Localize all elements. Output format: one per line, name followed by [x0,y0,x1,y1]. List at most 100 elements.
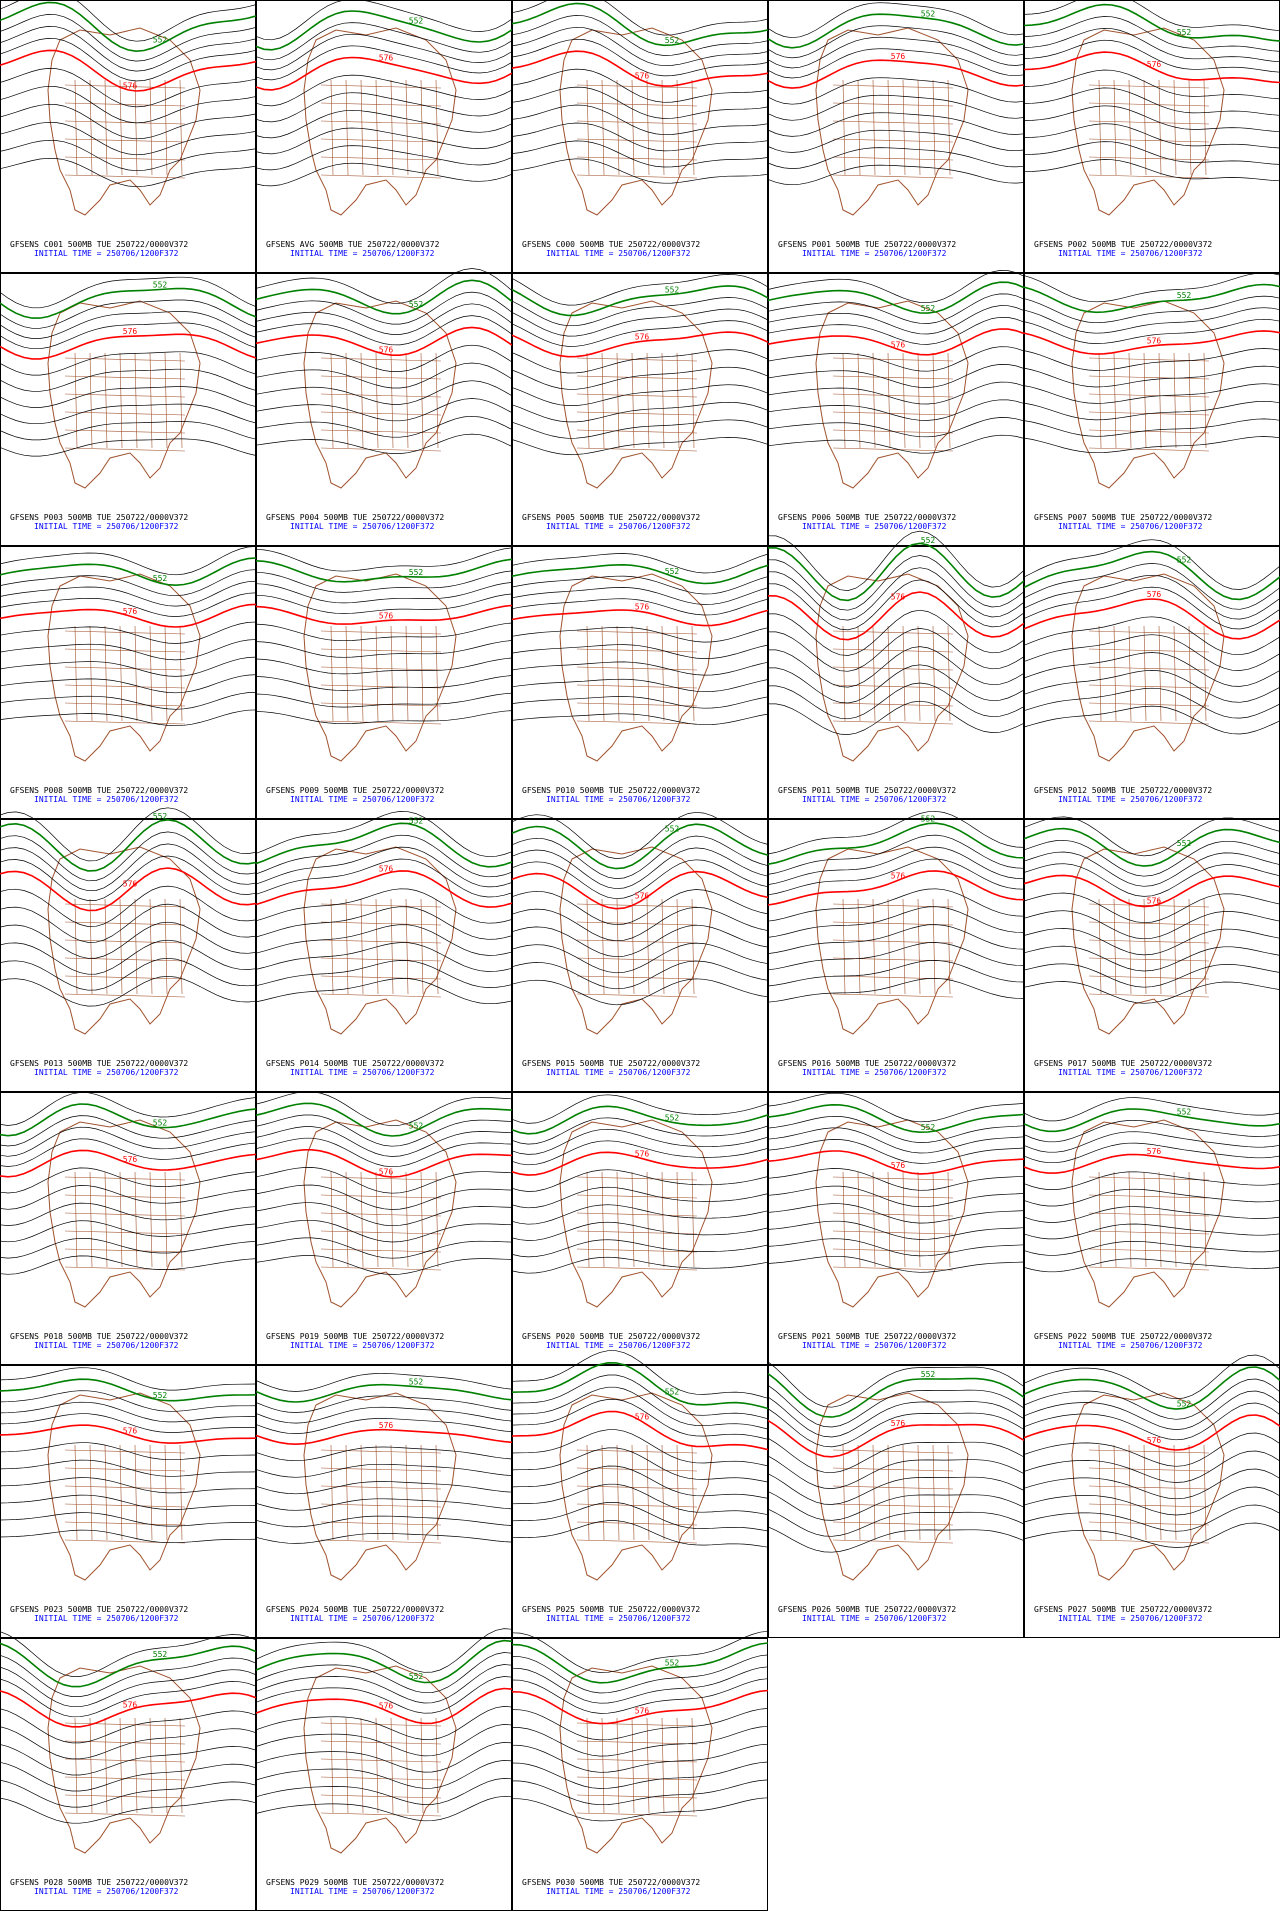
coastline [303,300,457,489]
state-line [576,156,698,161]
state-line [601,625,605,722]
state-line [149,1171,153,1268]
height-contour [255,1706,513,1740]
height-contour [0,0,257,42]
state-line [661,79,665,176]
coastline [815,1119,969,1308]
state-line [576,1248,698,1253]
height-contour [1023,365,1280,388]
height-contour [511,50,769,87]
state-line [576,1539,698,1544]
state-line [360,625,364,722]
map-panel: 576 552 GFSENS P011 500MB TUE 250722/0000V… [767,530,1025,819]
coastline [303,573,457,762]
map-panel: 576 552 GFSENS P007 500MB TUE 250722/0000V… [1023,272,1280,546]
height-contour [1023,1402,1280,1441]
initial-time: INITIAL TIME = 250706/1200F372 [1058,522,1203,531]
state-line [320,957,442,962]
state-line [646,1171,650,1268]
initial-time: INITIAL TIME = 250706/1200F372 [802,1614,947,1623]
height-contour [511,696,769,709]
state-line [420,898,424,995]
height-contour [255,1237,513,1259]
state-line [375,1717,379,1814]
height-contour [255,1418,513,1434]
height-contour [767,906,1025,938]
height-contour [767,270,1025,304]
height-contour [511,38,769,77]
height-contour [511,1204,769,1225]
contour-label: 576 [635,891,650,900]
panel-border [256,0,512,273]
state-line [320,1194,442,1199]
state-line [576,1266,698,1271]
state-line [576,138,698,143]
state-line [64,666,186,671]
state-line [320,666,442,671]
height-contour [1023,1108,1280,1133]
height-contour [0,639,257,661]
state-line [1173,1444,1177,1541]
state-line [64,1230,186,1235]
state-line [320,1230,442,1235]
height-contour [767,1150,1025,1175]
height-contour [511,1725,769,1757]
contour-label: 552 [153,281,168,290]
height-contour [255,1373,513,1392]
state-line [179,352,183,449]
height-contour [511,859,769,900]
state-line [576,648,698,653]
height-contour [767,1220,1025,1240]
height-contour [0,1678,257,1718]
map-panel: 576 552 GFSENS P014 500MB TUE 250722/0000V… [255,811,513,1092]
initial-time: INITIAL TIME = 250706/1200F372 [802,522,947,531]
height-contour [767,1092,1025,1123]
state-line [64,411,186,416]
contour-label: 552 [665,1113,680,1122]
height-contour [1023,586,1280,630]
height-contour [255,1383,513,1403]
initial-time: INITIAL TIME = 250706/1200F372 [546,1887,691,1896]
height-contour [511,285,769,317]
height-contour [0,903,257,943]
contour-label: 552 [1177,291,1192,300]
height-contour [511,26,769,67]
height-contour [768,628,1025,672]
contour-label: 552 [921,1123,936,1132]
state-line [902,1444,906,1541]
initial-time: INITIAL TIME = 250706/1200F372 [34,1068,179,1077]
state-line [932,1444,936,1541]
panel-title: GFSENS P023 500MB TUE 250722/0000V372 [10,1605,188,1614]
map-panel: 576 552 GFSENS P010 500MB TUE 250722/0000V… [511,546,769,819]
panel-title: GFSENS P024 500MB TUE 250722/0000V372 [266,1605,444,1614]
height-contour [511,320,769,347]
height-contour [1023,1468,1280,1500]
height-contour [511,1140,769,1166]
state-line [842,898,846,995]
state-line [89,352,93,449]
panel-border [512,0,768,273]
state-line [616,79,620,176]
initial-time: INITIAL TIME = 250706/1200F372 [546,795,691,804]
height-contour [511,713,769,726]
height-contour [0,276,257,309]
initial-time: INITIAL TIME = 250706/1200F372 [546,1068,691,1077]
state-line [832,993,954,998]
state-line [320,720,442,725]
height-contour [0,975,257,1007]
height-contour [767,530,1025,591]
height-contour [0,1115,257,1147]
map-panel: 576 552 GFSENS P008 500MB TUE 250722/0000V… [0,546,257,819]
height-contour [1023,436,1280,454]
state-line [576,1776,698,1781]
panel-border [768,1365,1024,1638]
contour-label: 552 [409,816,424,825]
height-contour [255,380,513,405]
state-line [576,993,698,998]
state-line [1088,102,1210,107]
contour-label: 576 [123,1426,138,1435]
panel-title: GFSENS P006 500MB TUE 250722/0000V372 [778,513,956,522]
contour-label: 576 [123,880,138,889]
